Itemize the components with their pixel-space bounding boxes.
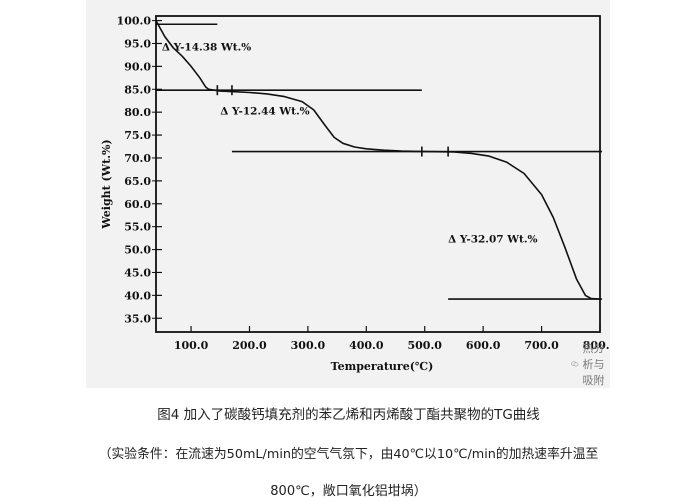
y-tick-label: 60.0 <box>124 198 151 211</box>
figure-caption-title: 图4 加入了碳酸钙填充剂的苯乙烯和丙烯酸丁酯共聚物的TG曲线 <box>157 407 540 423</box>
x-tick-label: 800.0 <box>583 339 610 352</box>
y-tick-label: 95.0 <box>124 37 151 50</box>
mass-loss-annotation: Δ Y-32.07 Wt.% <box>448 234 537 246</box>
y-tick-label: 70.0 <box>124 152 151 165</box>
y-axis-title: Weight (Wt.%) <box>100 139 113 229</box>
y-tick-label: 35.0 <box>124 312 151 325</box>
watermark-text: 热分析与吸附 <box>582 342 605 387</box>
y-tick-label: 100.0 <box>117 15 152 28</box>
y-tick-label: 55.0 <box>124 221 151 234</box>
mass-loss-annotation: Δ Y-12.44 Wt.% <box>220 105 309 117</box>
x-tick-label: 700.0 <box>524 339 559 352</box>
y-tick-label: 85.0 <box>124 83 151 96</box>
figure-panel: 100.0 95.0 90.0 85.0 80.0 75.0 70.0 65.0 60.0 55.… <box>86 0 610 388</box>
y-tick-label: 75.0 <box>124 129 151 142</box>
y-tick-label: 65.0 <box>124 175 151 188</box>
y-tick-label: 50.0 <box>124 244 151 257</box>
tg-curve <box>155 20 601 300</box>
x-tick-label: 100.0 <box>174 339 209 352</box>
plot-frame <box>155 15 601 333</box>
y-tick-label: 45.0 <box>124 266 151 279</box>
x-tick-label: 200.0 <box>232 339 267 352</box>
x-tick-label: 400.0 <box>349 339 384 352</box>
x-tick-label: 300.0 <box>291 339 326 352</box>
figure-caption-note-line-2: 800℃，敞口氧化铝坩埚） <box>270 484 427 499</box>
x-tick-label: 600.0 <box>466 339 501 352</box>
wechat-bubble-icon <box>571 361 579 367</box>
x-tick-label: 500.0 <box>408 339 443 352</box>
y-tick-label: 40.0 <box>124 289 151 302</box>
y-tick-label: 80.0 <box>124 106 151 119</box>
x-axis-title: Temperature(℃) <box>331 360 434 373</box>
mass-loss-annotation: Δ Y-14.38 Wt.% <box>162 41 251 53</box>
tg-chart: 100.0 95.0 90.0 85.0 80.0 75.0 70.0 65.0 60.0 55.… <box>100 15 610 373</box>
figure-caption-note-line-1: （实验条件：在流速为50mL/min的空气气氛下，由40℃以10℃/min的加热… <box>98 447 599 462</box>
y-tick-label: 90.0 <box>124 60 151 73</box>
watermark: 热分析与吸附 <box>571 342 610 387</box>
